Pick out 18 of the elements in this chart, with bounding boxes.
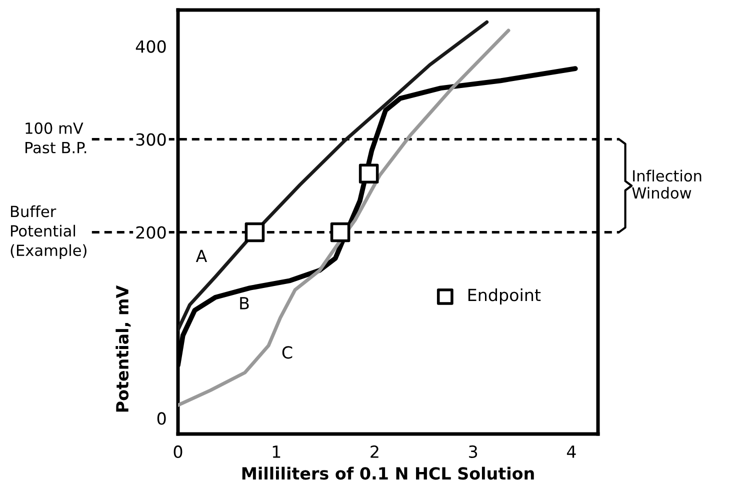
series-label: B	[240, 297, 249, 310]
y-tick-label: 300	[136, 133, 166, 146]
x-axis-title: Milliliters of 0.1 N HCL Solution	[242, 466, 534, 480]
y-tick-label: 0	[157, 412, 166, 425]
y-tick-label: 200	[136, 226, 166, 239]
x-tick-label: 0	[174, 445, 182, 458]
series-label: A	[196, 250, 208, 262]
text: Inflection Window	[632, 170, 702, 199]
legend-label: Endpoint	[468, 288, 541, 305]
x-tick-label: 1	[272, 446, 280, 458]
x-tick-label: 4	[566, 446, 576, 458]
y-tick-label: 400	[136, 40, 166, 53]
series-label: C	[282, 346, 292, 359]
x-tick-label: 2	[370, 445, 378, 458]
ref-line-label: 100 mV Past B.P.	[26, 122, 86, 154]
ref-line-label: Buffer Potential (Example)	[10, 205, 86, 260]
y-axis-title: Potential, mV	[116, 285, 131, 412]
x-tick-label: 3	[469, 445, 478, 458]
